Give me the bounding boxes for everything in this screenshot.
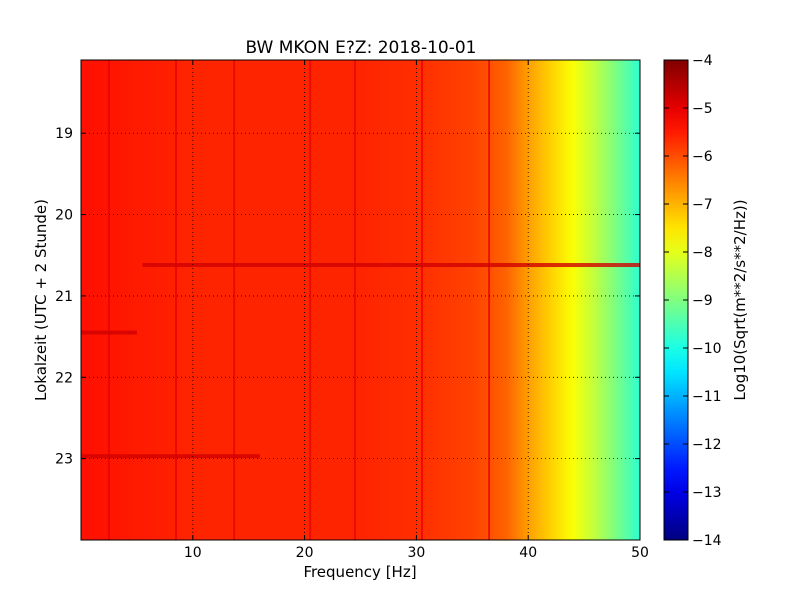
x-tick-label: 30: [407, 545, 425, 561]
vertical-stripe: [107, 60, 110, 540]
horizontal-band: [81, 454, 260, 459]
x-axis-label: Frequency [Hz]: [303, 563, 416, 581]
colorbar-tick-label: −8: [692, 245, 713, 261]
colorbar: −4 −5 −6 −7 −8 −9 −10 −11 −12 −13 −14: [663, 53, 722, 549]
x-tick-label: 40: [519, 545, 537, 561]
colorbar-tick-label: −14: [692, 533, 722, 549]
vertical-stripe: [233, 60, 236, 540]
colorbar-tick-label: −9: [692, 293, 713, 309]
plot-frame: [80, 59, 641, 541]
vertical-stripe: [420, 60, 423, 540]
horizontal-band: [142, 263, 640, 268]
x-axis-ticks: 10 20 30 40 50: [184, 60, 649, 561]
y-tick-label: 20: [55, 208, 73, 224]
horizontal-band: [81, 330, 137, 335]
x-tick-label: 10: [184, 545, 202, 561]
plot-area: 10 20 30 40 50 19 20 21 22 23: [55, 59, 649, 561]
colorbar-tick-label: −7: [692, 197, 713, 213]
colorbar-label: Log10(Sqrt(m**2/s**2/Hz)): [731, 199, 749, 400]
y-tick-label: 22: [55, 370, 73, 386]
vertical-stripe: [175, 60, 178, 540]
colorbar-tick-label: −10: [692, 341, 722, 357]
x-tick-label: 20: [296, 545, 314, 561]
y-axis-label: Lokalzeit (UTC + 2 Stunde): [32, 199, 50, 401]
colorbar-tick-label: −11: [692, 389, 722, 405]
y-tick-label: 21: [55, 289, 73, 305]
y-axis-ticks: 19 20 21 22 23: [55, 126, 640, 468]
heatmap-stripes: [81, 60, 640, 540]
colorbar-tick-label: −4: [692, 53, 713, 69]
y-tick-label: 23: [55, 452, 73, 468]
colorbar-tick-label: −6: [692, 149, 713, 165]
chart-title: BW MKON E?Z: 2018-10-01: [246, 38, 477, 58]
x-tick-label: 50: [631, 545, 649, 561]
heatmap-base: [81, 60, 640, 540]
colorbar-tick-label: −12: [692, 437, 722, 453]
vertical-stripe: [309, 60, 312, 540]
colorbar-tick-label: −13: [692, 485, 722, 501]
colorbar-tick-label: −5: [692, 101, 713, 117]
colorbar-ticks: −4 −5 −6 −7 −8 −9 −10 −11 −12 −13 −14: [664, 53, 722, 549]
vertical-stripe: [488, 60, 491, 540]
vertical-stripe: [353, 60, 356, 540]
y-tick-label: 19: [55, 126, 73, 142]
grid-lines: [81, 60, 640, 540]
